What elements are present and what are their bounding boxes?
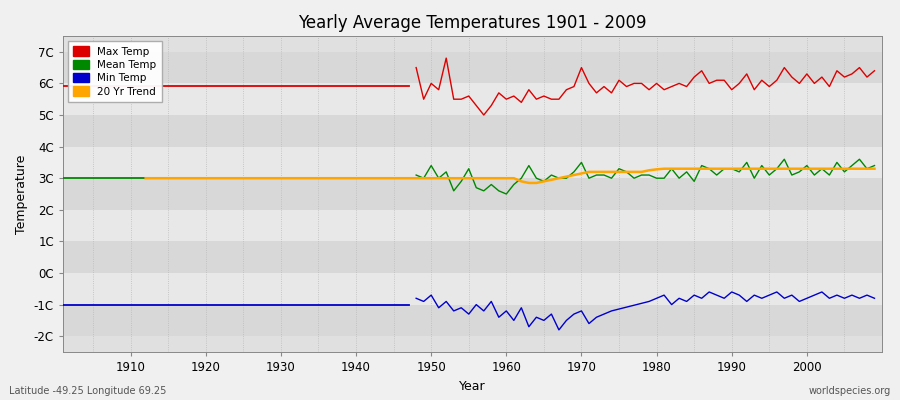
Bar <box>63 146 882 178</box>
Legend: Max Temp, Mean Temp, Min Temp, 20 Yr Trend: Max Temp, Mean Temp, Min Temp, 20 Yr Tre… <box>68 41 162 102</box>
Y-axis label: Temperature: Temperature <box>15 154 28 234</box>
Bar <box>63 115 882 146</box>
Title: Yearly Average Temperatures 1901 - 2009: Yearly Average Temperatures 1901 - 2009 <box>298 14 647 32</box>
Bar <box>63 83 882 115</box>
Text: worldspecies.org: worldspecies.org <box>809 386 891 396</box>
Bar <box>63 241 882 273</box>
Bar <box>63 52 882 83</box>
Bar <box>63 305 882 336</box>
Bar <box>63 178 882 210</box>
Text: Latitude -49.25 Longitude 69.25: Latitude -49.25 Longitude 69.25 <box>9 386 166 396</box>
Bar <box>63 210 882 241</box>
X-axis label: Year: Year <box>459 380 486 392</box>
Bar <box>63 273 882 305</box>
